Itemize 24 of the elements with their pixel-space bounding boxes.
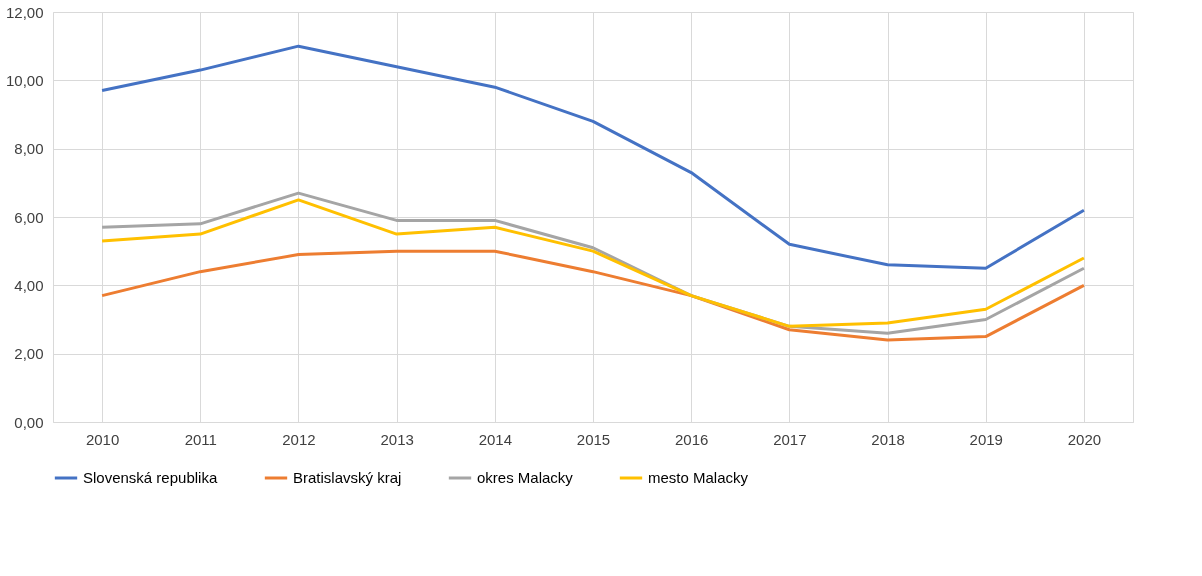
x-tick-label: 2018 [871,430,905,448]
y-tick-label: 12,00 [5,3,44,21]
x-tick-label: 2011 [184,430,217,448]
x-tick-label: 2019 [969,430,1003,448]
x-tick-label: 2014 [478,430,513,448]
y-tick-label: 0,00 [14,413,44,431]
x-tick-label: 2017 [773,430,807,448]
x-tick-label: 2020 [1067,430,1102,448]
x-tick-label: 2015 [576,430,611,448]
x-tick-label: 2010 [85,430,120,448]
legend-label: mesto Malacky [648,469,749,486]
x-tick-label: 2013 [380,430,414,448]
legend-label: Slovenská republika [83,469,218,486]
line-series [100,44,1086,270]
y-tick-label: 4,00 [14,276,44,294]
y-tick-label: 2,00 [14,345,44,363]
y-tick-label: 6,00 [14,208,44,226]
legend-label: Bratislavský kraj [293,469,402,486]
y-tick-label: 10,00 [5,71,44,89]
x-tick-label: 2016 [674,430,709,448]
x-tick-label: 2012 [282,430,316,448]
y-tick-label: 8,00 [14,140,44,158]
line-series [100,249,1086,342]
legend-label: okres Malacky [477,469,574,486]
